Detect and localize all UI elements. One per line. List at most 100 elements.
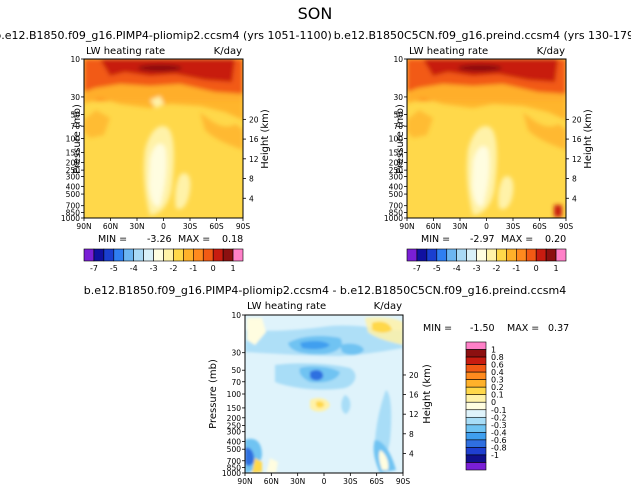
- panel-b-ytick-label: 200: [389, 158, 404, 167]
- panel-a-colorbar-swatch: [123, 248, 134, 262]
- panel-a-xtick-label: 60N: [103, 222, 118, 231]
- panel-b-xtick-label: 60S: [532, 222, 547, 231]
- panel-c-ytick-label: 50: [231, 366, 241, 375]
- panel-c-variable-label: LW heating rate: [247, 301, 326, 312]
- panel-b-colorbar-swatch: [486, 248, 497, 262]
- panel-a-ytick-label: 70: [70, 122, 80, 131]
- panel-c-colorbar-swatch: [465, 439, 487, 448]
- panel-c-xtick-label: 60N: [264, 477, 279, 486]
- panel-c-colorbar-level-label: -0.1: [491, 406, 507, 415]
- panel-b-xtick-label: 0: [484, 222, 489, 231]
- panel-b-colorbar-level-label: 1: [554, 264, 559, 273]
- panel-c-ytick-label: 10: [231, 311, 241, 320]
- panel-c-colorbar-level-label: 0.2: [491, 383, 504, 392]
- panel-a-variable-label: LW heating rate: [86, 46, 165, 57]
- panel-c-y2tick-label: 16: [409, 391, 419, 400]
- panel-a-y2label: Height (km): [260, 109, 271, 169]
- panel-a-min-value: -3.26: [147, 234, 172, 245]
- panel-b-xtick-label: 60N: [426, 222, 441, 231]
- panel-a-axes: 1030507010015020025030040050070085010004…: [61, 55, 259, 231]
- panel-b-ytick-label: 150: [389, 148, 404, 157]
- panel-a-y2tick-label: 4: [249, 194, 254, 203]
- panel-b-title: b.e12.B1850C5CN.f09_g16.preind.ccsm4 (yr…: [334, 29, 631, 42]
- panel-a-colorbar-swatch: [143, 248, 154, 262]
- panel-a-colorbar-level-label: -1: [189, 264, 197, 273]
- panel-b-y2tick-label: 8: [572, 175, 577, 184]
- panel-c-ytick-label: 250: [227, 421, 242, 430]
- panel-b-xtick-label: 90S: [559, 222, 574, 231]
- panel-a-colorbar-level-label: 1: [231, 264, 236, 273]
- panel-b-colorbar-swatch: [555, 248, 567, 262]
- panel-b-colorbar-swatch: [476, 248, 487, 262]
- panel-a-colorbar-swatch: [193, 248, 204, 262]
- panel-c-ytick-label: 300: [227, 428, 242, 437]
- panel-a-xtick-label: 30S: [183, 222, 198, 231]
- panel-b-y2tick-label: 16: [572, 135, 582, 144]
- panel-b-ytick-label: 30: [393, 93, 403, 102]
- panel-b-xtick-label: 90N: [399, 222, 414, 231]
- panel-b-field: [407, 59, 566, 218]
- panel-b-colorbar-swatch: [545, 248, 557, 262]
- panel-a-ytick-label: 300: [66, 172, 81, 181]
- panel-a-max-value: 0.18: [222, 234, 243, 245]
- panel-c-colorbar-swatch: [465, 364, 487, 373]
- panel-c-colorbar-swatch: [465, 379, 487, 388]
- panel-a-colorbar-swatch: [133, 248, 144, 262]
- panel-a-colorbar-level-label: -5: [110, 264, 118, 273]
- panel-b-colorbar-swatch: [496, 248, 507, 262]
- panel-b-ylabel: Pressure (mb): [395, 104, 406, 174]
- panel-a-colorbar-swatch: [202, 248, 214, 262]
- panel-c-min-label: MIN =: [423, 323, 452, 334]
- panel-b-colorbar-swatch: [456, 248, 467, 262]
- panel-a-colorbar-swatch: [183, 248, 194, 262]
- panel-c-field: [245, 315, 403, 473]
- panel-c-xtick-label: 30N: [290, 477, 305, 486]
- panel-a-ytick-label: 200: [66, 158, 81, 167]
- panel-a-xtick-label: 0: [161, 222, 166, 231]
- panel-a-xtick-label: 30N: [129, 222, 144, 231]
- panel-a-colorbar-swatch: [173, 248, 184, 262]
- panel-c-colorbar-level-label: 0.1: [491, 391, 504, 400]
- season-title: SON: [298, 4, 333, 23]
- panel-c-colorbar-swatch: [465, 432, 487, 441]
- panel-c-ytick-label: 100: [227, 390, 242, 399]
- panel-b-ytick-label: 100: [389, 135, 404, 144]
- panel-a-ytick-label: 10: [70, 55, 80, 64]
- panel-a-xtick-label: 90N: [76, 222, 91, 231]
- panel-c-colorbar-swatch: [465, 386, 487, 396]
- panel-c-ytick-label: 200: [227, 414, 242, 423]
- panel-c-colorbar-swatch: [465, 341, 487, 350]
- panel-b-colorbar-swatch: [446, 248, 457, 262]
- panel-c-y2tick-label: 12: [409, 410, 419, 419]
- panel-c-colorbar-swatch: [465, 349, 487, 358]
- panel-c-colorbar-level-label: 0: [491, 398, 496, 407]
- panel-a-y2tick-label: 8: [249, 175, 254, 184]
- panel-a-ytick-label: 30: [70, 93, 80, 102]
- panel-a-colorbar-level-label: -3: [150, 264, 158, 273]
- panel-b-colorbar-swatch: [525, 248, 537, 262]
- panel-b-colorbar-swatch: [516, 248, 527, 262]
- panel-pliomip2: b.e12.B1850.f09_g16.PIMP4-pliomip2.ccsm4…: [0, 29, 332, 273]
- panel-b-ytick-label: 50: [393, 111, 403, 120]
- panel-b-y2tick-label: 4: [572, 194, 577, 203]
- panel-c-colorbar-level-label: -0.4: [491, 428, 507, 437]
- panel-c-xtick-label: 60S: [370, 477, 385, 486]
- panel-b-colorbar-level-label: -5: [433, 264, 441, 273]
- panel-b-y2tick-label: 12: [572, 155, 582, 164]
- panel-a-colorbar-swatch: [83, 248, 95, 262]
- panel-a-colorbar: -7 -5 -4 -3 -2 -1 0 1: [83, 248, 244, 273]
- panel-c-colorbar-level-label: 0.8: [491, 353, 504, 362]
- panel-c-colorbar-swatch: [465, 462, 487, 471]
- panel-c-ytick-label: 850: [227, 463, 242, 472]
- panel-c-ytick-label: 30: [231, 349, 241, 358]
- panel-b-colorbar-level-label: -4: [453, 264, 461, 273]
- panel-c-colorbar-level-label: -0.2: [491, 413, 507, 422]
- panel-b-colorbar-swatch: [426, 248, 438, 262]
- panel-a-title: b.e12.B1850.f09_g16.PIMP4-pliomip2.ccsm4…: [0, 29, 332, 42]
- panel-c-min-value: -1.50: [470, 323, 495, 334]
- panel-a-ytick-label: 1000: [61, 214, 80, 223]
- panel-preind: b.e12.B1850C5CN.f09_g16.preind.ccsm4 (yr…: [334, 29, 631, 273]
- panel-c-colorbar-level-label: 0.6: [491, 361, 504, 370]
- panel-b-variable-label: LW heating rate: [409, 46, 488, 57]
